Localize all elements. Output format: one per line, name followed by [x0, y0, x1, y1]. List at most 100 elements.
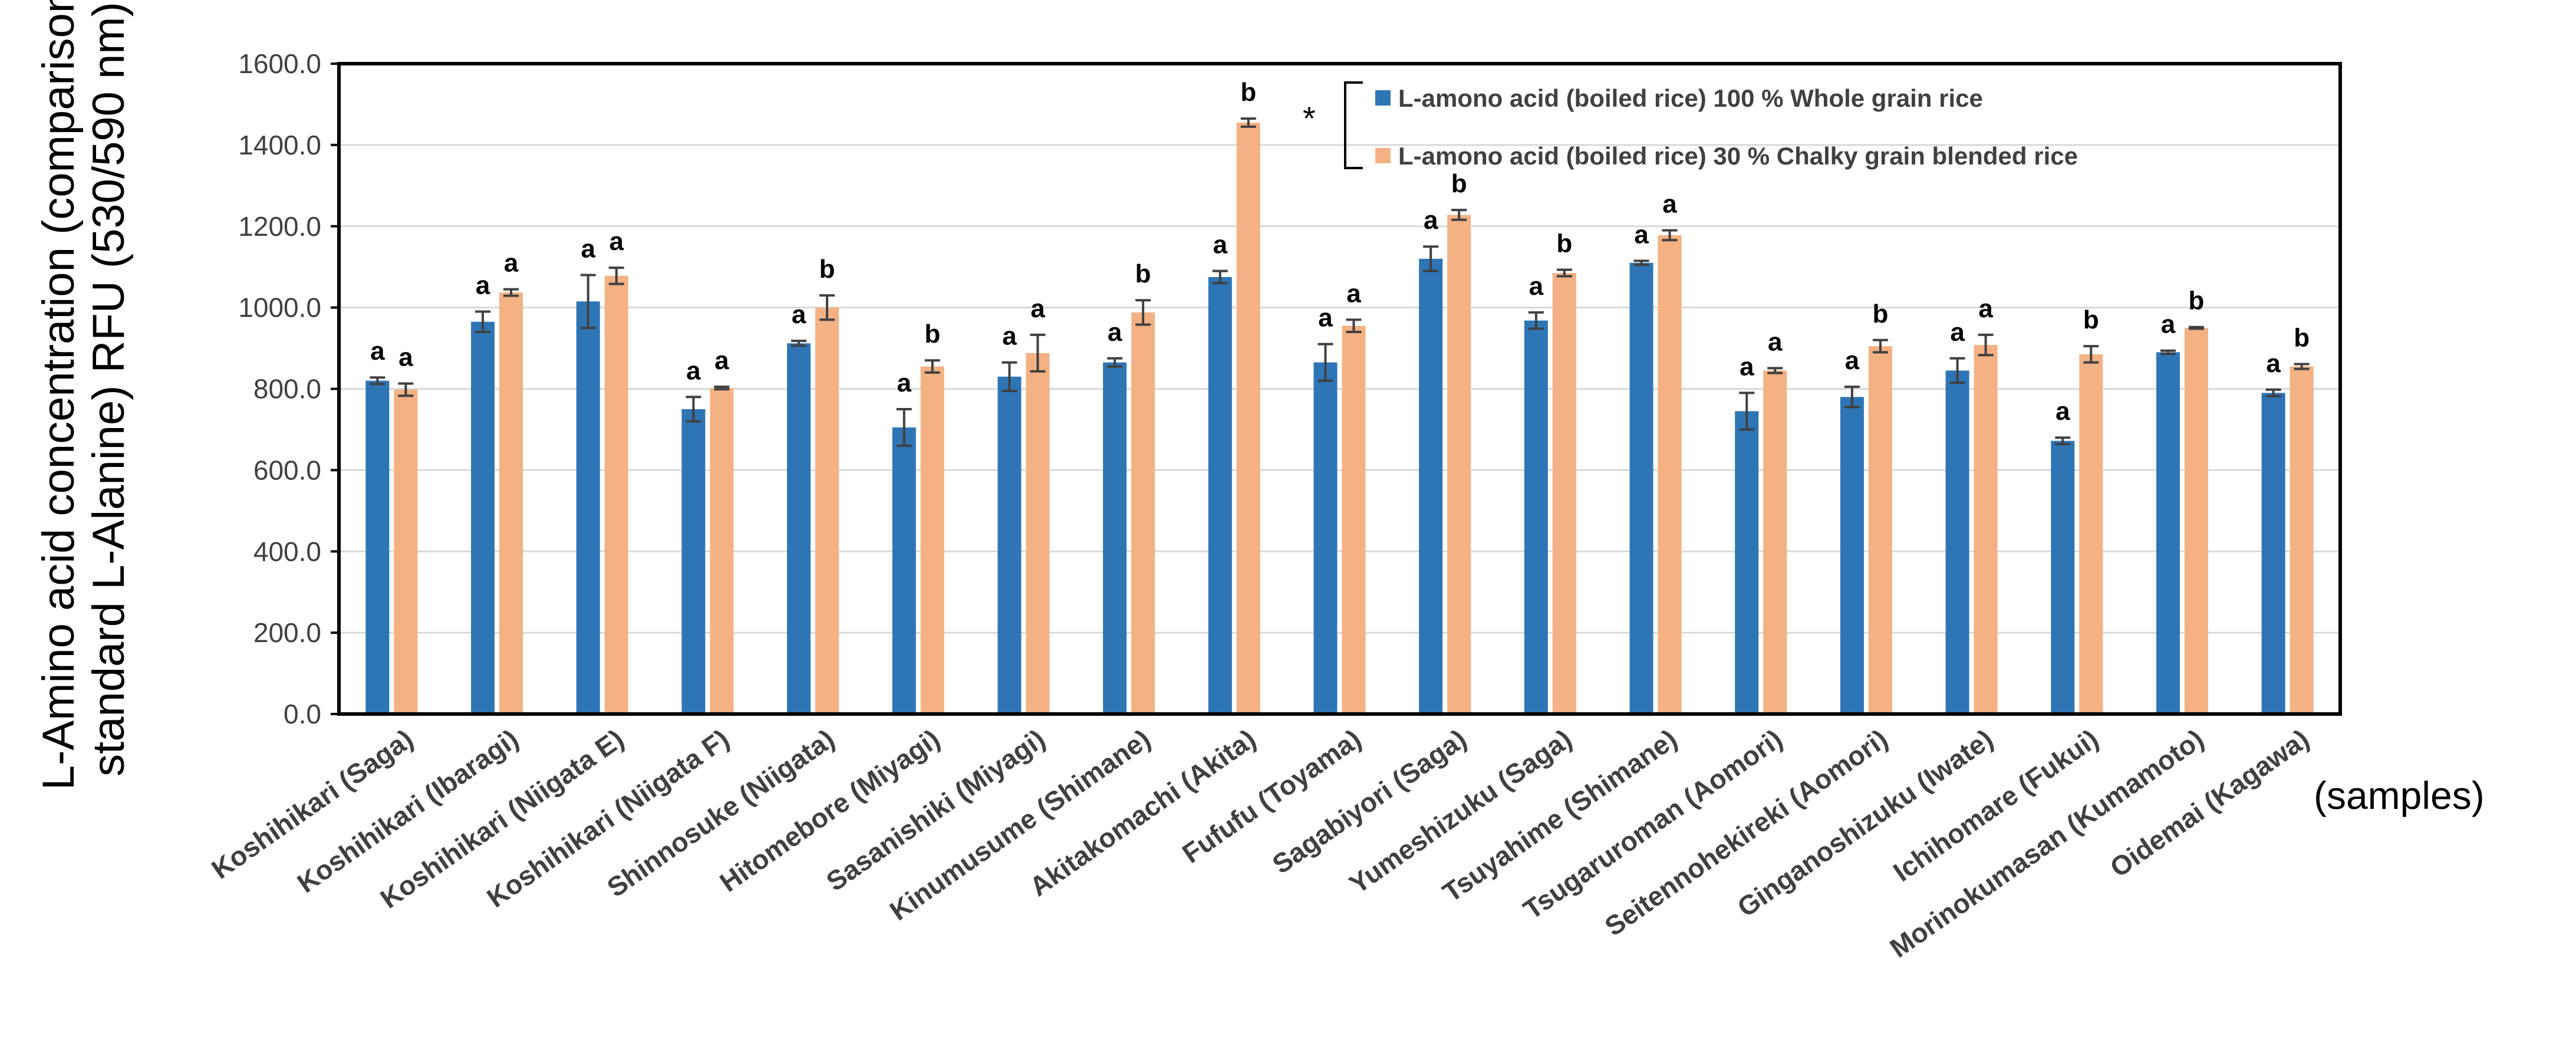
significance-letter: a	[1213, 231, 1228, 259]
bar	[2290, 366, 2314, 714]
bar	[2261, 393, 2285, 714]
category-label: Oidemai (Kagawa)	[2104, 723, 2314, 883]
significance-letter: a	[686, 356, 701, 385]
significance-letter: a	[1424, 206, 1438, 235]
y-tick-label: 1000.0	[238, 292, 321, 323]
significance-letter: a	[370, 337, 385, 366]
bar	[1735, 411, 1759, 714]
legend-significance-marker: *	[1303, 100, 1316, 137]
significance-letter: b	[2294, 323, 2310, 352]
significance-letter: b	[1872, 300, 1888, 328]
bar	[710, 388, 734, 714]
bar	[1208, 277, 1232, 714]
significance-letter: a	[1978, 294, 1993, 323]
bar	[681, 409, 706, 714]
y-tick-label: 200.0	[253, 617, 321, 648]
significance-letter: b	[1451, 169, 1467, 198]
significance-letter: a	[1950, 318, 1965, 347]
bar	[1103, 362, 1127, 714]
bar	[1342, 325, 1366, 714]
y-tick-label: 800.0	[253, 374, 321, 404]
significance-letter: a	[1740, 352, 1754, 381]
significance-letter: a	[1108, 318, 1122, 347]
significance-letter: a	[504, 249, 519, 278]
significance-letter: b	[2189, 287, 2205, 315]
significance-letter: a	[1634, 220, 1649, 249]
significance-letter: a	[609, 227, 624, 256]
significance-letter: a	[2266, 349, 2281, 378]
significance-letter: a	[1529, 272, 1544, 301]
significance-letter: a	[897, 368, 912, 397]
bar	[892, 427, 916, 714]
significance-letter: a	[714, 346, 729, 375]
bar	[2079, 354, 2103, 714]
y-tick-label: 1600.0	[238, 48, 321, 79]
bar	[1868, 346, 1892, 714]
significance-letter: b	[1135, 259, 1151, 288]
bar	[815, 307, 839, 714]
bar	[1763, 370, 1787, 714]
bar	[365, 380, 390, 714]
y-tick-label: 1400.0	[238, 130, 321, 160]
significance-letter: a	[1030, 294, 1045, 323]
x-axis-categories: Koshihikari (Saga)Koshihikari (Ibaragi)K…	[206, 723, 2314, 964]
bar	[1524, 320, 1548, 714]
y-axis-label-line2: standard L-Alanine) RFU (530/590 nm)	[84, 2, 134, 777]
y-tick-label: 1200.0	[238, 211, 321, 242]
significance-letter: a	[1318, 304, 1333, 333]
legend-label-whole-grain: L-amono acid (boiled rice) 100 % Whole g…	[1398, 84, 1983, 112]
significance-letter: b	[2083, 305, 2099, 334]
bar	[604, 275, 628, 714]
legend-bracket	[1344, 81, 1363, 169]
legend-label-chalky-blend: L-amono acid (boiled rice) 30 % Chalky g…	[1398, 142, 2078, 170]
y-axis-ticks: 0.0 200.0 400.0 600.0 800.0 1000.0 1200.0 1400.…	[238, 48, 339, 729]
bar	[499, 292, 523, 714]
bar	[576, 301, 600, 714]
category-label: Fufufu (Toyama)	[1177, 723, 1366, 869]
bar	[471, 321, 495, 714]
bar	[1629, 262, 1653, 714]
bar	[2156, 352, 2180, 714]
significance-letter: a	[2161, 310, 2176, 339]
significance-letter: a	[1845, 346, 1860, 375]
significance-letter: b	[1556, 229, 1572, 258]
significance-letter: a	[476, 271, 490, 300]
y-axis-label-line1: L-Amino acid concentration (comparison	[34, 0, 84, 790]
significance-letter: b	[1240, 78, 1256, 107]
legend-swatch-chalky-blend	[1375, 148, 1391, 163]
bar	[2051, 440, 2075, 714]
bar	[1131, 312, 1155, 714]
bar	[787, 343, 811, 714]
significance-letter: a	[1002, 322, 1017, 351]
significance-letter: a	[792, 300, 806, 329]
significance-letter: a	[2055, 397, 2070, 426]
significance-letter: a	[581, 234, 595, 263]
significance-letter: a	[1346, 279, 1361, 308]
plot-frame	[337, 62, 2342, 716]
bar	[997, 376, 1022, 714]
bar	[1313, 362, 1338, 714]
bar	[920, 366, 944, 714]
bar	[394, 389, 418, 714]
bar	[1974, 345, 1998, 714]
legend-swatch-whole-grain	[1375, 90, 1391, 106]
significance-letter: a	[1768, 327, 1783, 356]
bar	[1419, 258, 1443, 714]
significance-letter: b	[924, 320, 940, 348]
legend: * L-amono acid (boiled rice) 100 % Whole…	[1303, 81, 2078, 170]
bar	[1236, 122, 1260, 715]
grid-lines	[339, 144, 2340, 634]
bar	[1026, 353, 1050, 714]
bar	[1552, 273, 1576, 714]
significance-letter: b	[819, 255, 835, 284]
significance-letter: a	[398, 343, 413, 372]
x-axis-label: (samples)	[2314, 774, 2485, 817]
significance-letter: a	[1662, 190, 1677, 219]
y-tick-label: 600.0	[253, 455, 321, 485]
y-tick-label: 0.0	[284, 699, 321, 729]
bar	[1447, 215, 1471, 714]
bar	[1945, 370, 1969, 714]
bar	[2184, 328, 2208, 714]
